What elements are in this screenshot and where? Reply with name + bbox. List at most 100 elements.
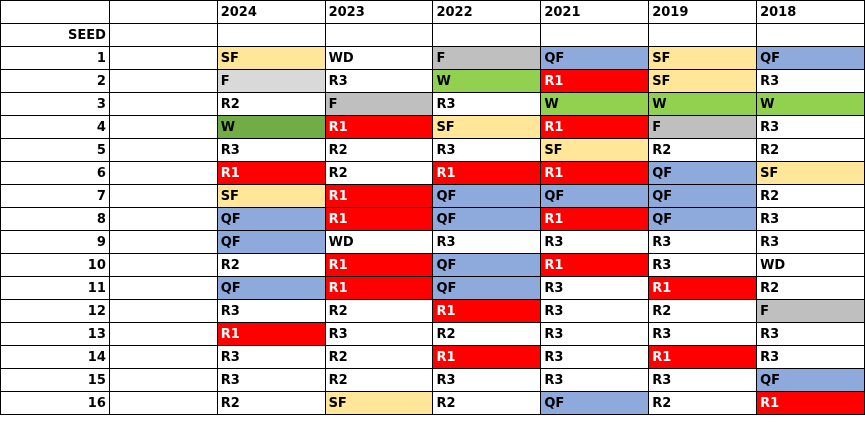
- result-cell[interactable]: QF: [648, 207, 758, 231]
- result-cell[interactable]: R3: [648, 253, 758, 277]
- result-cell[interactable]: R3: [216, 368, 326, 392]
- result-cell[interactable]: R3: [540, 299, 650, 323]
- seed-label-cell[interactable]: SEED: [0, 23, 110, 47]
- empty-cell[interactable]: [540, 23, 650, 47]
- result-cell[interactable]: R2: [216, 391, 326, 415]
- year-header-2018[interactable]: 2018: [756, 0, 865, 24]
- result-cell[interactable]: R1: [540, 69, 650, 93]
- result-cell[interactable]: R3: [216, 345, 326, 369]
- result-cell[interactable]: R1: [324, 253, 434, 277]
- empty-cell[interactable]: [648, 23, 758, 47]
- empty-cell[interactable]: [756, 23, 865, 47]
- seed-cell[interactable]: 14: [0, 345, 110, 369]
- result-cell[interactable]: QF: [432, 253, 542, 277]
- seed-cell[interactable]: 13: [0, 322, 110, 346]
- result-cell[interactable]: F: [324, 92, 434, 116]
- result-cell[interactable]: R1: [324, 276, 434, 300]
- result-cell[interactable]: WD: [324, 230, 434, 254]
- result-cell[interactable]: R2: [756, 276, 865, 300]
- result-cell[interactable]: W: [432, 69, 542, 93]
- result-cell[interactable]: QF: [432, 184, 542, 208]
- result-cell[interactable]: F: [432, 46, 542, 70]
- year-header-2021[interactable]: 2021: [540, 0, 650, 24]
- result-cell[interactable]: R1: [540, 115, 650, 139]
- result-cell[interactable]: SF: [216, 46, 326, 70]
- result-cell[interactable]: R1: [756, 391, 865, 415]
- result-cell[interactable]: R3: [540, 322, 650, 346]
- empty-cell[interactable]: [0, 0, 110, 24]
- result-cell[interactable]: WD: [756, 253, 865, 277]
- empty-cell[interactable]: [108, 345, 218, 369]
- result-cell[interactable]: R3: [648, 368, 758, 392]
- result-cell[interactable]: W: [540, 92, 650, 116]
- result-cell[interactable]: SF: [756, 161, 865, 185]
- result-cell[interactable]: QF: [216, 207, 326, 231]
- result-cell[interactable]: QF: [540, 184, 650, 208]
- result-cell[interactable]: R1: [216, 322, 326, 346]
- result-cell[interactable]: R2: [648, 391, 758, 415]
- result-cell[interactable]: R1: [540, 207, 650, 231]
- result-cell[interactable]: R3: [540, 345, 650, 369]
- result-cell[interactable]: R1: [648, 276, 758, 300]
- result-cell[interactable]: W: [648, 92, 758, 116]
- result-cell[interactable]: R3: [540, 276, 650, 300]
- seed-cell[interactable]: 2: [0, 69, 110, 93]
- result-cell[interactable]: R2: [216, 92, 326, 116]
- result-cell[interactable]: R1: [432, 345, 542, 369]
- seed-cell[interactable]: 16: [0, 391, 110, 415]
- result-cell[interactable]: R1: [324, 115, 434, 139]
- empty-cell[interactable]: [432, 23, 542, 47]
- empty-cell[interactable]: [108, 115, 218, 139]
- result-cell[interactable]: QF: [648, 161, 758, 185]
- result-cell[interactable]: R2: [432, 322, 542, 346]
- result-cell[interactable]: R3: [540, 368, 650, 392]
- empty-cell[interactable]: [108, 368, 218, 392]
- result-cell[interactable]: WD: [324, 46, 434, 70]
- year-header-2024[interactable]: 2024: [216, 0, 326, 24]
- year-header-2022[interactable]: 2022: [432, 0, 542, 24]
- result-cell[interactable]: R1: [648, 345, 758, 369]
- result-cell[interactable]: R1: [432, 299, 542, 323]
- seed-cell[interactable]: 3: [0, 92, 110, 116]
- result-cell[interactable]: R3: [432, 368, 542, 392]
- result-cell[interactable]: R3: [216, 138, 326, 162]
- empty-cell[interactable]: [108, 161, 218, 185]
- result-cell[interactable]: QF: [432, 207, 542, 231]
- result-cell[interactable]: SF: [216, 184, 326, 208]
- result-cell[interactable]: R3: [756, 322, 865, 346]
- result-cell[interactable]: F: [756, 299, 865, 323]
- result-cell[interactable]: R3: [648, 322, 758, 346]
- result-cell[interactable]: R3: [756, 69, 865, 93]
- year-header-2023[interactable]: 2023: [324, 0, 434, 24]
- result-cell[interactable]: R2: [756, 138, 865, 162]
- result-cell[interactable]: R2: [324, 299, 434, 323]
- empty-cell[interactable]: [108, 391, 218, 415]
- result-cell[interactable]: QF: [756, 46, 865, 70]
- result-cell[interactable]: R3: [216, 299, 326, 323]
- result-cell[interactable]: R2: [324, 161, 434, 185]
- result-cell[interactable]: R1: [540, 253, 650, 277]
- result-cell[interactable]: R2: [648, 138, 758, 162]
- result-cell[interactable]: R1: [216, 161, 326, 185]
- seed-cell[interactable]: 9: [0, 230, 110, 254]
- result-cell[interactable]: R3: [324, 69, 434, 93]
- result-cell[interactable]: F: [648, 115, 758, 139]
- year-header-2019[interactable]: 2019: [648, 0, 758, 24]
- empty-cell[interactable]: [108, 92, 218, 116]
- result-cell[interactable]: R3: [756, 230, 865, 254]
- seed-cell[interactable]: 6: [0, 161, 110, 185]
- seed-cell[interactable]: 1: [0, 46, 110, 70]
- result-cell[interactable]: R3: [756, 207, 865, 231]
- seed-cell[interactable]: 8: [0, 207, 110, 231]
- result-cell[interactable]: QF: [648, 184, 758, 208]
- seed-cell[interactable]: 10: [0, 253, 110, 277]
- result-cell[interactable]: QF: [216, 230, 326, 254]
- empty-cell[interactable]: [108, 138, 218, 162]
- empty-cell[interactable]: [108, 0, 218, 24]
- result-cell[interactable]: R3: [756, 115, 865, 139]
- empty-cell[interactable]: [108, 230, 218, 254]
- result-cell[interactable]: QF: [432, 276, 542, 300]
- result-cell[interactable]: QF: [540, 391, 650, 415]
- result-cell[interactable]: SF: [648, 69, 758, 93]
- empty-cell[interactable]: [108, 23, 218, 47]
